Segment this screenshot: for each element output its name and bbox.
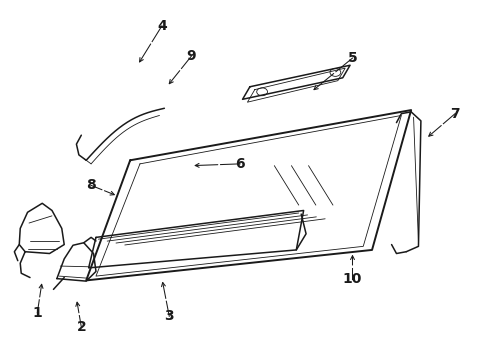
Text: 8: 8 <box>86 178 96 192</box>
Text: 3: 3 <box>165 309 174 323</box>
Text: 10: 10 <box>343 271 362 285</box>
Text: 6: 6 <box>235 157 245 171</box>
Text: 4: 4 <box>157 19 167 33</box>
Text: 5: 5 <box>347 51 357 65</box>
Text: 2: 2 <box>76 320 86 334</box>
Text: 1: 1 <box>32 306 42 320</box>
Text: 9: 9 <box>186 49 196 63</box>
Text: 7: 7 <box>450 107 460 121</box>
